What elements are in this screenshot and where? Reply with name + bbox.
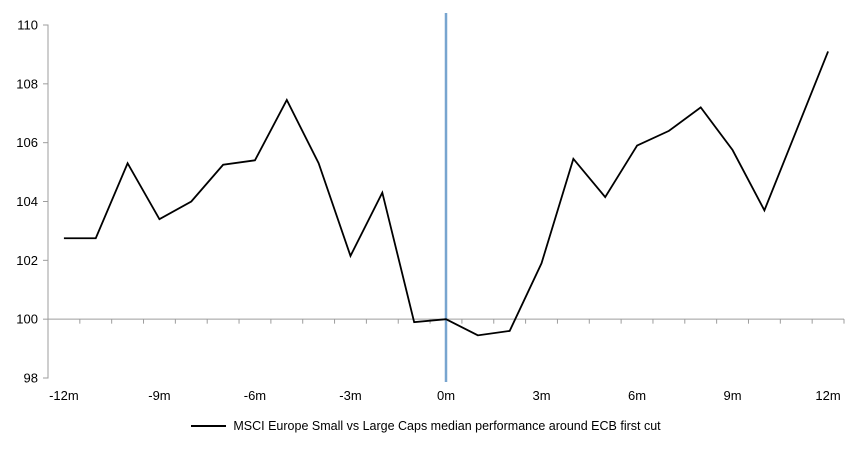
y-axis-tick-label: 102	[16, 253, 38, 268]
series-line	[63, 51, 829, 337]
y-axis-tick-label: 106	[16, 135, 38, 150]
x-axis-tick-label: 12m	[815, 388, 840, 403]
y-axis-tick-label: 104	[16, 194, 38, 209]
x-axis-tick-label: 6m	[628, 388, 646, 403]
x-axis-tick-label: 9m	[724, 388, 742, 403]
legend-line-swatch	[191, 425, 227, 427]
x-axis-tick-label: -3m	[339, 388, 361, 403]
y-axis-tick-label: 110	[17, 18, 38, 33]
y-axis-tick-label: 100	[16, 312, 38, 327]
x-axis-tick-label: 3m	[532, 388, 550, 403]
x-axis-tick-label: 0m	[437, 388, 455, 403]
chart-legend: MSCI Europe Small vs Large Caps median p…	[0, 419, 852, 433]
y-axis-tick-label: 98	[24, 371, 38, 386]
legend-label: MSCI Europe Small vs Large Caps median p…	[233, 419, 661, 433]
x-axis-tick-label: -6m	[244, 388, 266, 403]
y-axis-tick-label: 108	[16, 76, 38, 91]
x-axis-tick-label: -9m	[148, 388, 170, 403]
x-axis-tick-label: -12m	[49, 388, 79, 403]
